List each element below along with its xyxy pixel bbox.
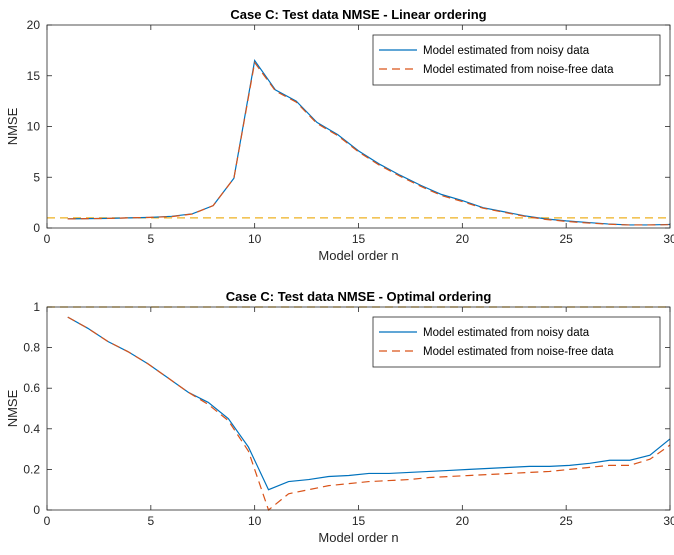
x-tick-label: 30 bbox=[663, 514, 674, 528]
y-tick-label: 15 bbox=[27, 69, 41, 83]
x-axis-label: Model order n bbox=[318, 248, 398, 263]
y-tick-label: 1 bbox=[33, 300, 40, 314]
legend-box bbox=[372, 316, 661, 368]
x-tick-label: 0 bbox=[44, 514, 51, 528]
y-tick-label: 0 bbox=[33, 503, 40, 517]
x-tick-label: 15 bbox=[352, 514, 366, 528]
x-tick-label: 20 bbox=[456, 232, 470, 246]
y-tick-label: 0.2 bbox=[23, 462, 40, 476]
x-axis-label: Model order n bbox=[318, 530, 398, 545]
y-tick-label: 0 bbox=[33, 221, 40, 235]
y-axis-label: NMSE bbox=[5, 389, 20, 427]
y-tick-label: 0.8 bbox=[23, 341, 40, 355]
x-tick-label: 25 bbox=[559, 232, 573, 246]
y-tick-label: 0.4 bbox=[23, 422, 40, 436]
x-tick-label: 0 bbox=[44, 232, 51, 246]
y-tick-label: 20 bbox=[27, 18, 41, 32]
x-tick-label: 10 bbox=[248, 232, 262, 246]
legend-label-1: Model estimated from noisy data bbox=[423, 327, 590, 339]
legend-label-1: Model estimated from noisy data bbox=[423, 45, 590, 57]
x-tick-label: 10 bbox=[248, 514, 262, 528]
x-tick-label: 5 bbox=[147, 514, 154, 528]
chart-2: Case C: Test data NMSE - Optimal orderin… bbox=[5, 289, 674, 545]
chart-title: Case C: Test data NMSE - Optimal orderin… bbox=[226, 289, 492, 304]
x-tick-label: 20 bbox=[456, 514, 470, 528]
series-line-2 bbox=[67, 61, 671, 226]
y-tick-label: 0.6 bbox=[23, 381, 40, 395]
x-tick-label: 15 bbox=[352, 232, 366, 246]
legend-box bbox=[372, 34, 661, 86]
x-tick-label: 30 bbox=[663, 232, 674, 246]
legend: Model estimated from noisy data Model est… bbox=[372, 316, 661, 368]
chart-1: Case C: Test data NMSE - Linear ordering… bbox=[5, 7, 674, 263]
legend: Model estimated from noisy data Model est… bbox=[372, 34, 661, 86]
x-tick-label: 5 bbox=[147, 232, 154, 246]
series-line-2 bbox=[67, 316, 671, 512]
x-tick-label: 25 bbox=[559, 514, 573, 528]
chart-title: Case C: Test data NMSE - Linear ordering bbox=[230, 7, 486, 22]
y-axis-label: NMSE bbox=[5, 107, 20, 145]
legend-label-2: Model estimated from noise-free data bbox=[423, 346, 614, 358]
y-tick-label: 10 bbox=[27, 120, 41, 134]
legend-label-2: Model estimated from noise-free data bbox=[423, 64, 614, 76]
y-tick-label: 5 bbox=[33, 170, 40, 184]
